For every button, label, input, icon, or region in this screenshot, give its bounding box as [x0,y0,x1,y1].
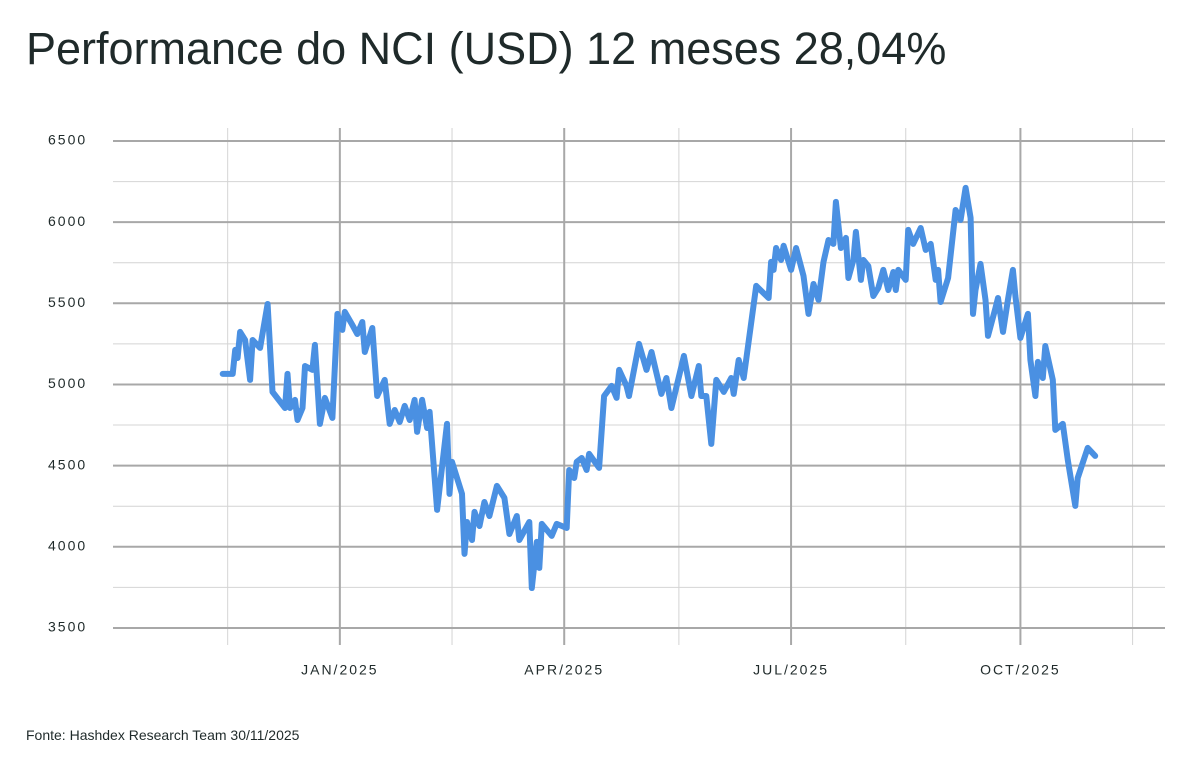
x-tick-label: JAN/2025 [301,662,378,678]
y-tick-label: 6000 [48,213,87,229]
y-tick-label: 3500 [48,619,87,635]
x-tick-label: APR/2025 [524,662,604,678]
y-tick-label: 5500 [48,294,87,310]
x-tick-label: OCT/2025 [980,662,1061,678]
chart-title: Performance do NCI (USD) 12 meses 28,04% [26,23,946,74]
y-tick-label: 6500 [48,132,87,148]
y-tick-label: 4500 [48,456,87,472]
data-line [219,184,1099,591]
x-tick-label: JUL/2025 [753,662,829,678]
y-tick-label: 5000 [48,375,87,391]
y-tick-label: 4000 [48,537,87,553]
source-note: Fonte: Hashdex Research Team 30/11/2025 [26,727,300,743]
